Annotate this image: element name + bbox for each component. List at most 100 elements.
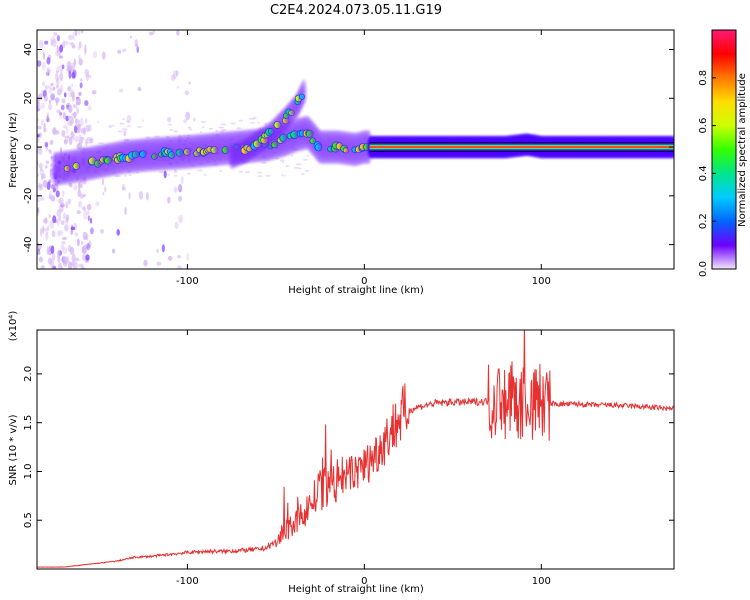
spectrogram-noise-speck — [61, 240, 66, 245]
spectrogram-noise-speck — [218, 169, 222, 172]
snr-y-tick-label: 2.0 — [23, 366, 34, 382]
spectrogram-noise-speck — [156, 261, 162, 266]
spectrogram-noise-speck — [95, 201, 100, 207]
spectrogram-noise-speck — [68, 41, 74, 45]
figure-title: C2E4.2024.073.05.11.G19 — [270, 3, 442, 18]
spectrogram-noise-speck — [71, 83, 74, 87]
spectrogram-noise-speck — [171, 74, 176, 81]
spectrogram-noise-speck — [82, 245, 86, 255]
spectrogram-noise-speck — [148, 31, 154, 36]
spectrogram-noise-speck — [41, 173, 46, 180]
snr-series-line — [37, 330, 674, 568]
spectrogram-noise-speck — [42, 51, 45, 60]
spectrogram-noise-speck — [92, 51, 98, 59]
spectrogram-noise-speck — [76, 210, 81, 214]
spectrogram-noise-speck — [67, 198, 71, 205]
spectrogram-noise-speck — [78, 134, 82, 140]
spectrogram-noise-speck — [69, 91, 73, 99]
spectrogram-noise-speck — [221, 128, 227, 131]
spectrogram-noise-speck — [167, 116, 172, 123]
spectrogram-noise-speck — [46, 67, 50, 73]
spectrogram-y-tick-label: 20 — [23, 92, 34, 105]
spectrogram-noise — [37, 30, 311, 269]
spectrogram-noise-speck — [197, 169, 203, 172]
spectrogram-noise-speck — [281, 173, 284, 176]
spectrogram-noise-speck — [102, 191, 105, 196]
spectrogram-noise-speck — [74, 135, 79, 143]
spectrogram-noise-speck — [46, 85, 50, 89]
spectrogram-noise-speck — [41, 80, 46, 87]
spectrogram-noise-speck — [67, 85, 72, 92]
spectrogram-noise-speck — [121, 128, 128, 131]
spectrogram-noise-speck — [51, 252, 56, 261]
spectrogram-noise-speck — [84, 47, 87, 56]
spectrogram-noise-speck — [85, 118, 88, 124]
spectrogram-noise-speck — [248, 117, 255, 120]
spectrogram-noise-speck — [71, 96, 75, 102]
spectrogram-noise-speck — [37, 125, 42, 130]
spectrogram-noise-speck — [261, 161, 267, 164]
spectrogram-noise-speck — [86, 242, 90, 251]
spectrogram-noise-speck — [72, 31, 75, 41]
spectrogram-noise-speck — [238, 119, 243, 122]
spectrogram-noise-speck — [167, 255, 173, 261]
spectrogram-noise-speck — [79, 184, 83, 189]
spectrogram-noise-speck — [78, 58, 83, 66]
spectrogram-noise-speck — [44, 141, 49, 148]
spectrogram-noise-speck — [119, 88, 124, 93]
spectrogram-noise-speck — [65, 201, 68, 209]
spectrogram-noise-speck — [82, 206, 86, 211]
snr-y-multiplier: (x10⁴) — [8, 311, 19, 342]
spectrogram-noise-speck — [104, 186, 107, 193]
spectrogram-noise-speck — [73, 111, 77, 119]
spectrogram-noise-speck — [75, 118, 81, 128]
spectrogram-noise-speck — [62, 40, 66, 49]
spectrogram-noise-speck — [37, 99, 40, 108]
spectrogram-noise-speck — [56, 35, 60, 42]
spectrogram-noise-speck — [88, 240, 92, 249]
spectrogram-noise-speck — [70, 131, 74, 139]
spectrogram-noise-speck — [71, 253, 76, 263]
spectrogram-ridges — [51, 79, 674, 187]
spectrogram-noise-speck — [50, 93, 56, 101]
spectrogram-noise-speck — [74, 257, 80, 262]
spectrogram-noise-speck — [49, 220, 55, 229]
spectrogram-noise-speck — [87, 74, 92, 78]
spectrogram-noise-speck — [199, 131, 203, 134]
spectrogram-noise-speck — [305, 169, 310, 172]
spectrogram-noise-speck — [78, 138, 83, 145]
spectrogram-noise-speck — [78, 200, 83, 208]
spectrogram-noise-speck — [176, 85, 180, 89]
spectrogram-noise-speck — [53, 31, 58, 37]
spectrogram-noise-speck — [65, 255, 70, 263]
spectrogram-noise-speck — [48, 103, 53, 111]
spectrogram-noise-speck — [230, 122, 236, 125]
spectrogram-noise-speck — [122, 183, 125, 190]
spectrogram-noise-speck — [52, 187, 56, 193]
spectrogram-noise-speck — [173, 130, 179, 133]
spectrogram-noise-speck — [101, 51, 106, 60]
spectrogram-noise-speck — [74, 232, 79, 237]
spectrogram-noise-speck — [47, 225, 50, 231]
spectrogram-noise-speck — [114, 175, 121, 178]
spectrogram-noise-speck — [138, 191, 144, 200]
spectrogram-noise-speck — [48, 194, 52, 200]
spectrogram-noise-speck — [73, 184, 78, 191]
spectrogram-noise-speck — [128, 174, 132, 177]
spectrogram-noise-speck — [57, 88, 62, 96]
spectrogram-noise-speck — [48, 68, 52, 73]
spectrogram-noise-speck — [283, 174, 286, 177]
spectrogram-noise-speck — [121, 48, 127, 52]
spectrogram-noise-speck — [193, 117, 196, 122]
spectrogram-noise-speck — [203, 173, 207, 176]
spectrogram-noise-speck — [62, 246, 68, 254]
spectrogram-noise-speck — [145, 191, 149, 201]
spectrogram-noise-speck — [167, 196, 171, 204]
spectrogram-noise-speck — [65, 203, 69, 208]
spectrogram-noise-speck — [59, 44, 64, 53]
spectrogram-x-tick-label: 0 — [361, 276, 367, 287]
spectrogram-noise-speck — [76, 238, 80, 247]
spectrogram-noise-speck — [59, 72, 64, 82]
spectrogram-noise-speck — [173, 170, 178, 173]
snr-frame — [36, 329, 675, 570]
